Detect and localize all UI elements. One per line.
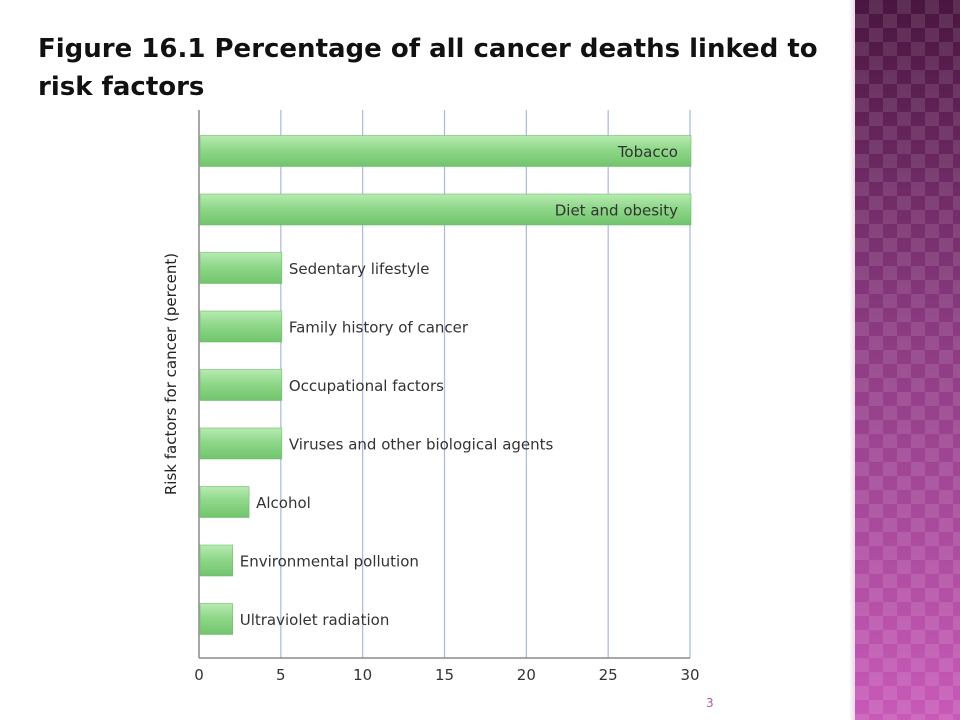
bar	[199, 310, 283, 343]
bar-label: Viruses and other biological agents	[289, 436, 554, 454]
bar	[199, 486, 250, 518]
slide-number: 3	[706, 696, 714, 710]
bar	[199, 369, 283, 401]
x-tick-label: 20	[517, 666, 536, 684]
bar	[199, 603, 234, 635]
bar-label: Alcohol	[256, 494, 311, 512]
x-tick-label: 30	[680, 666, 699, 684]
bar-label: Family history of cancer	[289, 319, 469, 337]
bar-label: Tobacco	[617, 143, 678, 161]
bar-labels: Tobacco Diet and obesity Sedentary lifesty…	[240, 143, 678, 629]
bar-label: Diet and obesity	[555, 202, 678, 220]
x-tick-label: 5	[276, 666, 286, 684]
bar-label: Occupational factors	[289, 377, 444, 395]
slide-title: Figure 16.1 Percentage of all cancer dea…	[38, 34, 818, 102]
bar	[199, 427, 283, 460]
x-tick-label: 25	[599, 666, 618, 684]
x-tick-labels: 0 5 10 15 20 25 30	[194, 666, 699, 684]
side-panel-edge	[849, 0, 855, 720]
bar	[199, 544, 234, 577]
bar	[199, 252, 283, 284]
bar-chart: Tobacco Diet and obesity Sedentary lifesty…	[162, 110, 700, 684]
x-tick-label: 15	[435, 666, 454, 684]
bar	[199, 193, 692, 226]
axes	[198, 110, 690, 659]
decorative-side-panel	[855, 0, 960, 720]
bar-label: Environmental pollution	[240, 553, 419, 571]
bar	[199, 135, 692, 167]
x-tick-label: 0	[194, 666, 204, 684]
bars	[199, 135, 692, 635]
x-tick-label: 10	[353, 666, 372, 684]
y-axis-title: Risk factors for cancer (percent)	[162, 253, 180, 495]
bar-label: Sedentary lifestyle	[289, 260, 430, 278]
bar-label: Ultraviolet radiation	[240, 611, 390, 629]
